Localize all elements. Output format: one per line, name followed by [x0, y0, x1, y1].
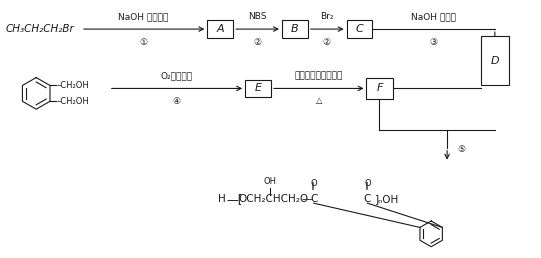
Text: OCH₂CHCH₂O: OCH₂CHCH₂O — [238, 194, 308, 204]
Text: ②: ② — [253, 38, 261, 47]
Text: O: O — [311, 179, 317, 188]
Bar — [481, 36, 509, 85]
Text: B: B — [291, 24, 299, 34]
Text: ④: ④ — [173, 97, 181, 106]
Text: —[: —[ — [226, 193, 242, 206]
Text: C: C — [310, 194, 318, 204]
Text: △: △ — [315, 96, 322, 105]
Text: D: D — [491, 56, 499, 66]
Text: O₂，催化剂: O₂，催化剂 — [161, 71, 193, 80]
Bar — [282, 20, 308, 38]
Text: C: C — [364, 194, 371, 204]
Text: NaOH 乙醇溶液: NaOH 乙醇溶液 — [118, 12, 169, 21]
Text: H: H — [218, 194, 226, 204]
Text: NBS: NBS — [248, 12, 266, 21]
Text: –CH₂OH: –CH₂OH — [57, 81, 90, 90]
Text: O: O — [364, 179, 371, 188]
Text: A: A — [216, 24, 224, 34]
Text: OH: OH — [263, 178, 276, 186]
Text: NaOH 水溶液: NaOH 水溶液 — [411, 12, 456, 21]
Text: ⑤: ⑤ — [457, 145, 465, 154]
Text: ∥: ∥ — [311, 180, 315, 189]
Text: ]ₙOH: ]ₙOH — [374, 194, 399, 204]
Text: ①: ① — [140, 38, 148, 47]
Bar — [366, 78, 393, 99]
Text: C: C — [355, 24, 364, 34]
Text: Br₂: Br₂ — [320, 12, 333, 21]
Text: ∥: ∥ — [365, 180, 369, 189]
Text: —: — — [302, 194, 312, 204]
Bar — [207, 20, 233, 38]
Text: E: E — [255, 83, 261, 93]
Text: F: F — [376, 83, 382, 93]
Text: CH₃CH₂CH₂Br: CH₃CH₂CH₂Br — [5, 24, 74, 34]
Bar — [347, 20, 372, 38]
Text: 新制氢氧化铜，酸化: 新制氢氧化铜，酸化 — [294, 71, 343, 80]
Bar — [245, 79, 271, 97]
Text: –CH₂OH: –CH₂OH — [57, 97, 90, 106]
Text: ③: ③ — [429, 38, 437, 47]
Text: ②: ② — [322, 38, 331, 47]
